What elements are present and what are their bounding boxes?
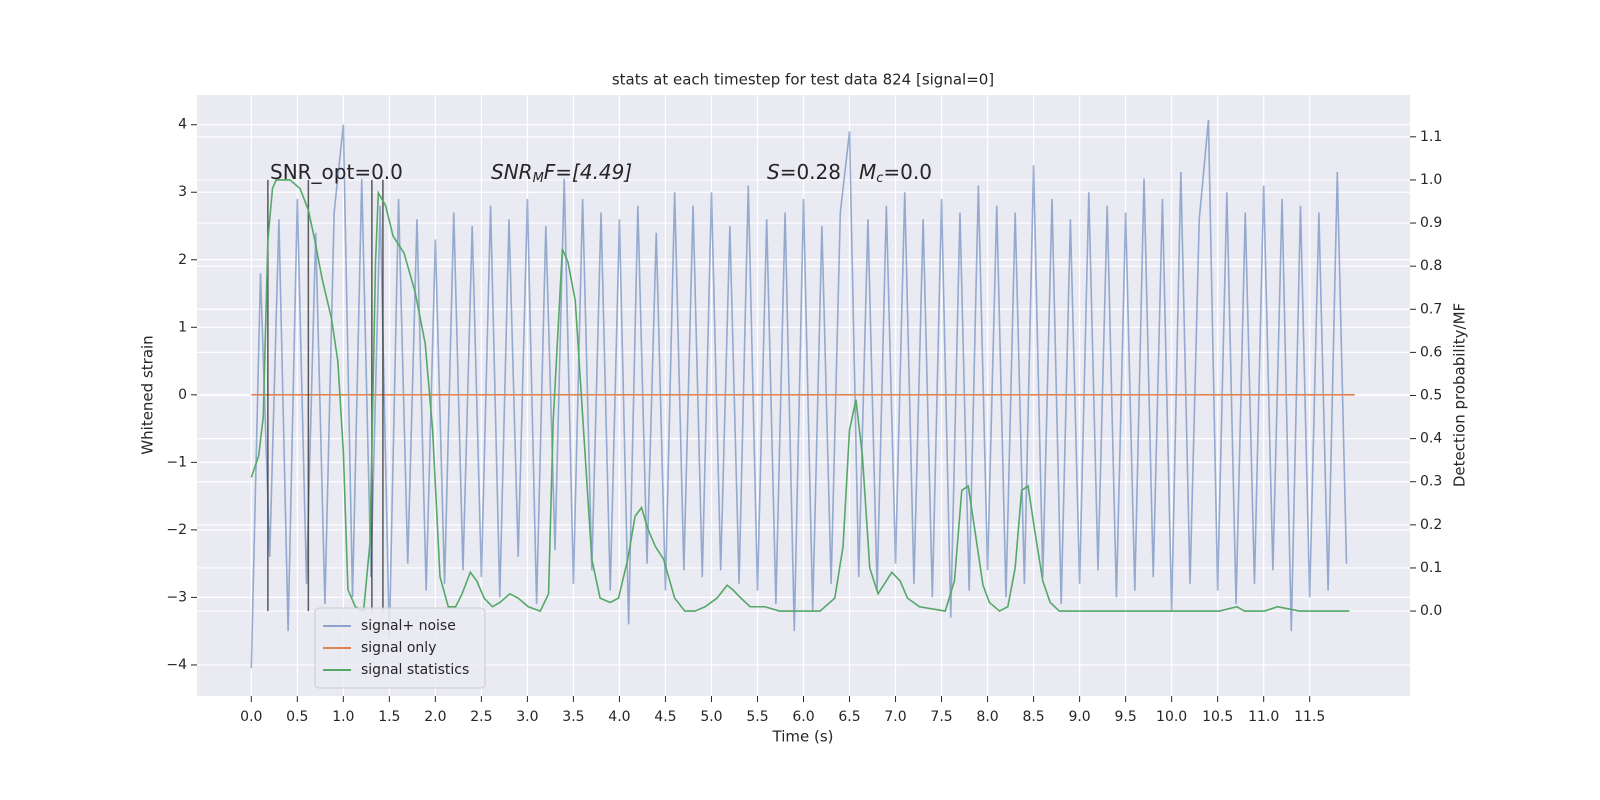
- annotation-text: M: [859, 160, 876, 184]
- chart-title: stats at each timestep for test data 824…: [612, 71, 994, 89]
- y-tick-label: −4: [166, 657, 187, 673]
- annotation-subscript: M: [533, 171, 544, 186]
- y2-tick-label: 0.6: [1420, 344, 1442, 360]
- legend-label: signal only: [361, 640, 436, 656]
- annotation-text: S: [767, 160, 780, 184]
- x-tick-label: 6.0: [792, 709, 814, 725]
- x-tick-label: 10.0: [1156, 709, 1187, 725]
- annotation: SNR_opt=0.0: [270, 160, 403, 184]
- marks: [250, 119, 1355, 669]
- x-tick-label: 7.5: [930, 709, 952, 725]
- legend-label: signal+ noise: [361, 618, 456, 634]
- x-tick-label: 5.5: [746, 709, 768, 725]
- y2-tick-label: 1.1: [1420, 129, 1442, 145]
- y-tick-label: 3: [178, 184, 187, 200]
- y2-tick-label: 0.5: [1420, 388, 1442, 404]
- y2-tick-label: 0.1: [1420, 560, 1442, 576]
- x-tick-label: 2.5: [470, 709, 492, 725]
- legend: signal+ noise signal only signal statistic…: [314, 607, 486, 689]
- x-tick-label: 10.5: [1202, 709, 1233, 725]
- legend-label: signal statistics: [361, 662, 469, 678]
- x-tick-label: 1.0: [332, 709, 354, 725]
- x-tick-label: 9.0: [1068, 709, 1090, 725]
- annotation-text: =0.0: [883, 160, 932, 184]
- y2-tick-label: 0.2: [1420, 517, 1442, 533]
- legend-box: [314, 607, 486, 689]
- annotation: SNRMF=[4.49]: [491, 160, 632, 186]
- x-tick-label: 8.5: [1022, 709, 1044, 725]
- annotation-text: F=[4.49]: [544, 160, 632, 184]
- y-tick-label: 4: [178, 117, 187, 133]
- y2-tick-label: 0.3: [1420, 474, 1442, 490]
- y2-tick-label: 1.0: [1420, 172, 1442, 188]
- x-tick-label: 4.0: [608, 709, 630, 725]
- x-tick-label: 0.0: [240, 709, 262, 725]
- annotation-subscript: c: [876, 171, 883, 186]
- series-line: [250, 179, 1350, 613]
- x-tick-label: 4.5: [654, 709, 676, 725]
- y2-axis-label: Detection probability/MF: [1451, 303, 1469, 487]
- ticks: 0.0 0.5 1.0 1.5 2.0 2.5 3.0 3.5 4.0 4.5 5.0 5.5 6.0 6…: [166, 117, 1442, 725]
- x-tick-label: 1.5: [378, 709, 400, 725]
- x-tick-label: 7.0: [884, 709, 906, 725]
- y2-tick-label: 0.0: [1420, 603, 1442, 619]
- y-tick-label: −1: [166, 454, 187, 470]
- x-tick-label: 6.5: [838, 709, 860, 725]
- x-tick-label: 2.0: [424, 709, 446, 725]
- y2-tick-label: 0.9: [1420, 215, 1442, 231]
- annotation-text: SNR: [491, 160, 533, 184]
- x-tick-label: 5.0: [700, 709, 722, 725]
- series-line: [250, 119, 1348, 669]
- x-tick-label: 11.0: [1248, 709, 1279, 725]
- y2-tick-label: 0.8: [1420, 258, 1442, 274]
- y2-tick-label: 0.4: [1420, 431, 1442, 447]
- annotation: S=0.28 Mc=0.0: [767, 160, 932, 186]
- x-tick-label: 0.5: [286, 709, 308, 725]
- y-tick-label: 1: [178, 319, 187, 335]
- y-tick-label: −3: [166, 589, 187, 605]
- x-tick-label: 3.0: [516, 709, 538, 725]
- x-tick-label: 9.5: [1114, 709, 1136, 725]
- annotation-text: SNR_opt=0.0: [270, 160, 403, 184]
- y-tick-label: 2: [178, 252, 187, 268]
- y-axis-label: Whitened strain: [139, 335, 157, 454]
- x-tick-label: 11.5: [1294, 709, 1325, 725]
- y-tick-label: −2: [166, 522, 187, 538]
- x-tick-label: 3.5: [562, 709, 584, 725]
- y-tick-label: 0: [178, 387, 187, 403]
- x-axis-label: Time (s): [772, 728, 834, 746]
- x-tick-label: 8.0: [976, 709, 998, 725]
- annotation-text: =0.28: [780, 160, 841, 184]
- y2-tick-label: 0.7: [1420, 301, 1442, 317]
